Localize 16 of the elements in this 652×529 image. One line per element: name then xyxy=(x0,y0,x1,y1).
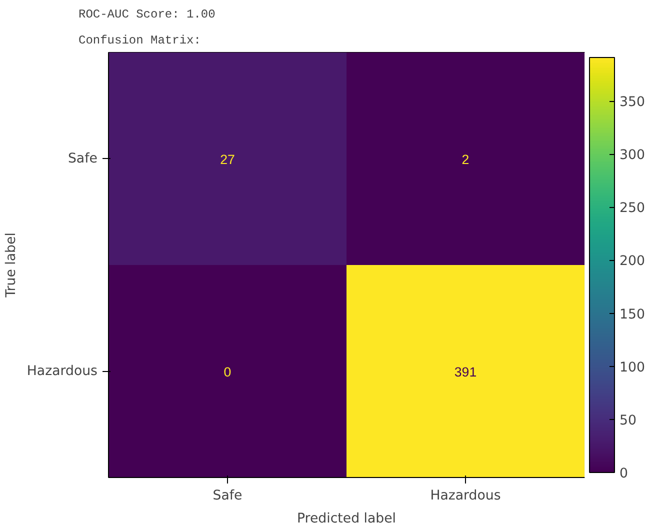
text: Confusion Matrix: xyxy=(78,34,201,48)
color-bar-label: 150 xyxy=(620,307,645,322)
data-label: 2 xyxy=(462,152,470,167)
text: ROC-AUC Score: 1.00 xyxy=(78,8,216,22)
x-axis-title: Predicted label xyxy=(296,512,396,526)
color-bar-label: 350 xyxy=(620,95,645,110)
color-bar-label: 300 xyxy=(620,148,645,164)
data-label: 27 xyxy=(220,152,235,167)
data-label: 391 xyxy=(454,364,477,380)
y-axis-title: True label xyxy=(4,232,19,298)
color-bar-label: 100 xyxy=(620,360,645,376)
color-bar-label: 200 xyxy=(620,254,645,270)
color-bar-label: 250 xyxy=(620,201,645,216)
color-bar-label: 0 xyxy=(620,466,628,482)
color-bar-label: 50 xyxy=(620,413,636,428)
data-label: 0 xyxy=(224,364,232,380)
